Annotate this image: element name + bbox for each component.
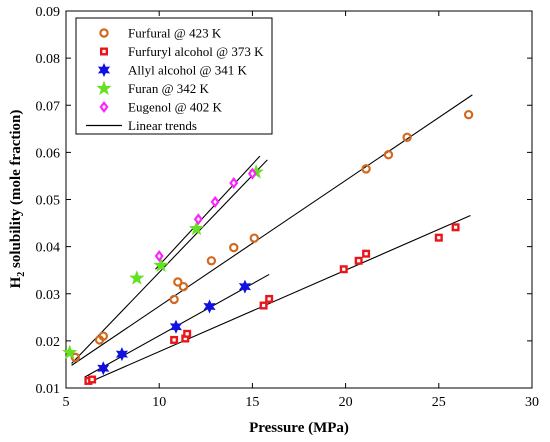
point-series2-2 bbox=[88, 375, 97, 384]
point-series5-5 bbox=[247, 167, 257, 180]
point-series5-4 bbox=[229, 177, 239, 190]
y-tick-label-0.06: 0.06 bbox=[36, 146, 61, 161]
point-series1-6 bbox=[178, 281, 189, 292]
point-series5-1 bbox=[154, 250, 164, 263]
point-series3-1 bbox=[97, 361, 110, 376]
point-series2-4 bbox=[181, 334, 190, 343]
point-series5-2 bbox=[193, 213, 203, 226]
legend-marker-3 bbox=[97, 63, 111, 77]
legend-label-4: Furan @ 342 K bbox=[128, 81, 210, 96]
point-series3-5 bbox=[238, 279, 252, 294]
point-series3-3 bbox=[169, 319, 183, 334]
y-tick-label-0.02: 0.02 bbox=[36, 335, 61, 350]
point-series4-4 bbox=[188, 220, 205, 236]
axis-ticks: 5 10 15 20 25 30 0.01 0.02 0.03 0.04 0.05 0.06 0.07 0… bbox=[36, 5, 540, 410]
y-tick-label-0.01: 0.01 bbox=[36, 382, 61, 397]
point-series2-6 bbox=[259, 301, 268, 310]
trend-line-2 bbox=[84, 215, 471, 385]
x-tick-label-30: 30 bbox=[525, 395, 539, 410]
point-series2-12 bbox=[451, 223, 460, 232]
data-markers bbox=[62, 109, 474, 385]
point-series1-11 bbox=[383, 150, 394, 160]
legend: Furfural @ 423 K Furfuryl alcohol @ 373 K… bbox=[75, 17, 273, 135]
y-axis-label: H2 solubility (mole fraction) bbox=[8, 110, 27, 289]
point-series1-3 bbox=[98, 331, 108, 341]
y-tick-label-0.08: 0.08 bbox=[36, 52, 61, 67]
y-tick-label-0.05: 0.05 bbox=[36, 194, 61, 209]
legend-label-5: Eugenol @ 402 K bbox=[128, 100, 223, 115]
y-tick-label-0.04: 0.04 bbox=[36, 241, 61, 256]
legend-label-3: Allyl alcohol @ 341 K bbox=[128, 63, 247, 78]
point-series1-8 bbox=[229, 242, 239, 253]
point-series2-8 bbox=[339, 265, 348, 274]
x-tick-label-25: 25 bbox=[432, 395, 446, 410]
point-series1-13 bbox=[463, 109, 474, 120]
point-series2-11 bbox=[434, 233, 443, 242]
point-series3-2 bbox=[115, 347, 128, 362]
legend-marker-1 bbox=[99, 28, 109, 38]
point-series1-1 bbox=[70, 352, 81, 363]
y-tick-label-0.03: 0.03 bbox=[36, 288, 61, 303]
point-series1-10 bbox=[361, 164, 371, 174]
x-axis-label: Pressure (MPa) bbox=[249, 420, 349, 436]
legend-marker-5 bbox=[99, 101, 109, 113]
legend-label-6: Linear trends bbox=[128, 118, 197, 133]
legend-marker-4 bbox=[96, 80, 112, 95]
point-series4-1 bbox=[62, 344, 78, 360]
x-tick-label-15: 15 bbox=[245, 395, 259, 410]
legend-box bbox=[75, 17, 273, 135]
point-series1-4 bbox=[169, 294, 179, 305]
x-tick-label-10: 10 bbox=[152, 395, 166, 410]
x-tick-label-5: 5 bbox=[63, 395, 70, 410]
y-tick-label-0.09: 0.09 bbox=[36, 5, 61, 20]
point-series2-3 bbox=[170, 335, 179, 344]
point-series4-5 bbox=[248, 164, 264, 179]
trend-line-5 bbox=[155, 155, 261, 270]
x-tick-label-20: 20 bbox=[339, 395, 353, 410]
point-series4-3 bbox=[153, 257, 169, 272]
point-series5-3 bbox=[210, 195, 220, 208]
point-series1-12 bbox=[402, 132, 412, 142]
trend-line-4 bbox=[71, 159, 268, 364]
point-series1-5 bbox=[173, 277, 183, 287]
point-series4-2 bbox=[129, 270, 145, 285]
point-series1-7 bbox=[206, 256, 217, 266]
point-series2-5 bbox=[183, 329, 192, 338]
point-series2-7 bbox=[265, 294, 274, 303]
legend-label-1: Furfural @ 423 K bbox=[128, 26, 222, 41]
legend-label-2: Furfuryl alcohol @ 373 K bbox=[128, 44, 264, 59]
point-series2-10 bbox=[362, 249, 371, 258]
point-series1-9 bbox=[249, 233, 259, 243]
legend-marker-2 bbox=[100, 47, 108, 56]
point-series3-4 bbox=[203, 299, 216, 314]
y-tick-label-0.07: 0.07 bbox=[36, 99, 61, 114]
point-series2-9 bbox=[354, 256, 363, 265]
